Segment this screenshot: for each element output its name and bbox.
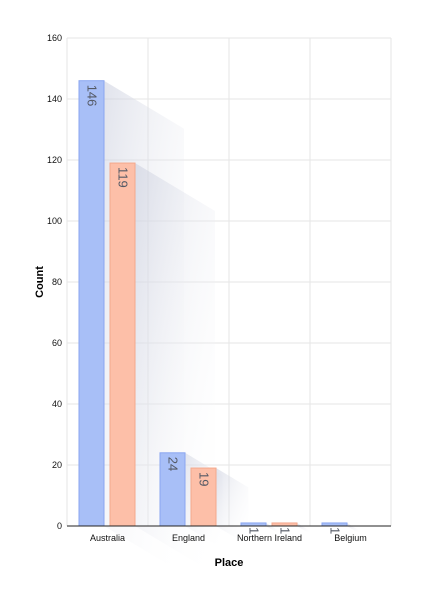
bar-data-label: 24 xyxy=(166,457,181,471)
bars xyxy=(78,80,348,527)
bar xyxy=(159,452,186,527)
x-category-label: Northern Ireland xyxy=(237,533,302,543)
bar-data-label: 119 xyxy=(116,167,131,188)
bar-data-labels: 146 24 1 1 119 19 1 xyxy=(85,85,343,534)
y-axis-title: Count xyxy=(34,266,46,298)
bar-data-label: 19 xyxy=(197,472,212,486)
bar-shadows xyxy=(104,80,361,575)
y-tick-labels: 0 20 40 60 80 100 120 140 160 xyxy=(47,33,62,531)
x-category-label: Australia xyxy=(90,533,125,543)
y-tick-label: 80 xyxy=(52,277,62,287)
y-tick-label: 120 xyxy=(47,155,62,165)
bar xyxy=(78,80,105,527)
y-tick-label: 100 xyxy=(47,216,62,226)
x-axis-title: Place xyxy=(215,557,244,569)
y-tick-label: 140 xyxy=(47,94,62,104)
bar xyxy=(109,162,136,527)
x-category-label: England xyxy=(172,533,205,543)
y-tick-label: 20 xyxy=(52,460,62,470)
x-category-labels: Australia England Northern Ireland Belgium xyxy=(90,533,367,543)
bar xyxy=(190,467,217,527)
y-tick-label: 40 xyxy=(52,399,62,409)
y-tick-label: 0 xyxy=(57,521,62,531)
x-category-label: Belgium xyxy=(334,533,367,543)
y-tick-label: 60 xyxy=(52,338,62,348)
bar-data-label: 1 xyxy=(328,527,343,534)
bar-data-label: 1 xyxy=(247,527,262,534)
y-tick-label: 160 xyxy=(47,33,62,43)
bar-data-label: 146 xyxy=(85,85,100,107)
bar-data-label: 1 xyxy=(278,527,293,534)
